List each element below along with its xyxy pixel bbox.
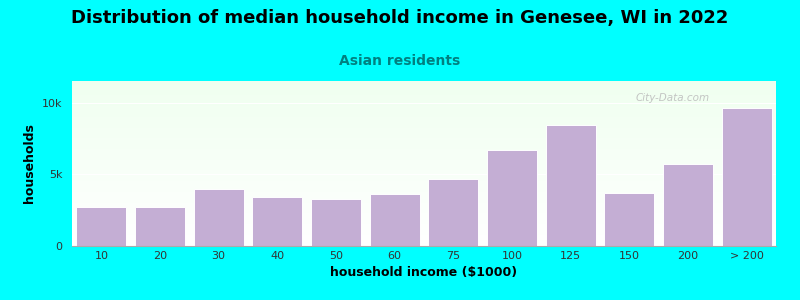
- Bar: [311, 199, 361, 246]
- Text: Asian residents: Asian residents: [339, 54, 461, 68]
- Bar: [253, 197, 302, 246]
- Bar: [663, 164, 713, 246]
- Bar: [370, 194, 419, 246]
- Bar: [429, 178, 478, 246]
- Bar: [722, 108, 771, 246]
- Bar: [546, 125, 595, 246]
- Text: Distribution of median household income in Genesee, WI in 2022: Distribution of median household income …: [71, 9, 729, 27]
- Bar: [605, 193, 654, 246]
- Bar: [135, 207, 185, 246]
- Text: City-Data.com: City-Data.com: [635, 92, 710, 103]
- X-axis label: household income ($1000): household income ($1000): [330, 266, 518, 279]
- Bar: [77, 207, 126, 246]
- Bar: [487, 150, 537, 246]
- Bar: [194, 189, 243, 246]
- Y-axis label: households: households: [23, 124, 36, 203]
